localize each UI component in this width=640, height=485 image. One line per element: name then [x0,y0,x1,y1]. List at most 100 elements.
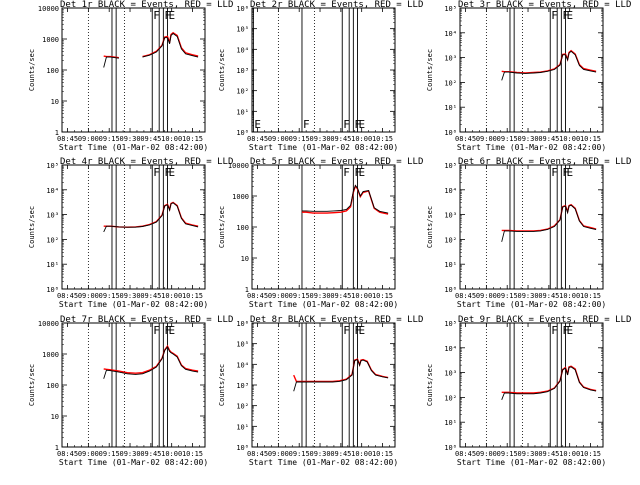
x-tick-label: 09:30 [309,135,330,143]
series-events-line [293,359,389,392]
flag-marker-label: E [169,324,176,337]
y-tick-label: 10² [444,394,457,402]
plot-frame [459,7,604,133]
panel-title: Det 5r BLACK = Events, RED = LLD [250,157,423,167]
y-tick-label: 10³ [46,212,59,220]
y-tick-label: 10⁴ [236,361,249,369]
x-tick-label: 09:00 [476,450,497,458]
flag-marker-label: E [254,118,261,131]
x-tick-label: 10:00 [351,135,372,143]
y-tick-label: 1 [55,129,59,137]
flag-marker-label: F [303,118,310,131]
y-tick-label: 10² [444,236,457,244]
panel-title: Det 1r BLACK = Events, RED = LLD [60,0,233,10]
x-tick-label: 09:15 [99,135,120,143]
y-tick-label: 10¹ [236,423,249,431]
flag-marker-label: E [567,166,574,179]
y-tick-label: 100 [46,382,59,390]
y-tick-label: 10¹ [444,261,457,269]
x-tick-label: 09:30 [517,292,538,300]
y-tick-label: 10⁴ [46,187,59,195]
x-tick-label: 10:15 [372,450,393,458]
y-tick-label: 10⁰ [46,286,59,294]
x-tick-label: 10:00 [351,292,372,300]
panel-title: Det 3r BLACK = Events, RED = LLD [458,0,631,10]
series-lld-line [501,49,597,74]
x-axis-label: Start Time (01-Mar-02 08:42:00) [59,458,208,467]
y-tick-label: 10² [46,236,59,244]
x-tick-label: 08:45 [247,135,268,143]
flag-marker-label: E [359,118,366,131]
x-tick-label: 10:15 [182,450,203,458]
flag-marker-label: E [169,166,176,179]
x-tick-label: 10:15 [580,292,601,300]
y-axis-label: Counts/sec [28,206,36,248]
y-tick-label: 10³ [444,370,457,378]
flag-marker-label: F [343,166,350,179]
x-tick-label: 09:45 [140,450,161,458]
panel-title: Det 6r BLACK = Events, RED = LLD [458,157,631,167]
x-tick-label: 08:45 [57,450,78,458]
y-tick-label: 10⁰ [236,444,249,452]
x-tick-label: 09:30 [119,292,140,300]
x-tick-label: 10:00 [161,450,182,458]
flag-marker-label: F [153,324,160,337]
x-tick-label: 09:45 [538,135,559,143]
y-tick-label: 100 [46,67,59,75]
y-axis-label: Counts/sec [218,49,226,91]
y-tick-label: 10 [51,413,59,421]
x-tick-label: 09:30 [119,450,140,458]
y-tick-label: 1 [55,444,59,452]
plot-frame [251,164,396,290]
series-events-line [501,204,597,242]
x-tick-label: 10:15 [372,292,393,300]
x-tick-label: 09:30 [309,292,330,300]
flag-marker-label: F [551,9,558,22]
series-lld-line [103,201,199,228]
x-tick-label: 09:45 [140,292,161,300]
y-tick-label: 1000 [42,36,59,44]
x-tick-label: 09:00 [476,292,497,300]
plot-frame [459,322,604,448]
panel-title: Det 8r BLACK = Events, RED = LLD [250,315,423,325]
y-tick-label: 10⁰ [444,129,457,137]
x-axis-label: Start Time (01-Mar-02 08:42:00) [249,143,398,152]
x-tick-label: 09:15 [289,450,310,458]
x-axis-label: Start Time (01-Mar-02 08:42:00) [457,458,606,467]
y-tick-label: 10⁰ [236,129,249,137]
plot-frame [61,164,206,290]
panel-title: Det 2r BLACK = Events, RED = LLD [250,0,423,10]
plot-frame [251,322,396,448]
x-tick-label: 09:15 [99,292,120,300]
x-tick-label: 09:15 [289,292,310,300]
y-tick-label: 10⁵ [444,162,457,170]
x-tick-label: 09:00 [268,450,289,458]
series-lld-line [501,365,597,394]
series-lld-line [103,344,199,374]
y-tick-label: 10⁵ [444,5,457,13]
series-events-line [501,50,597,81]
y-tick-label: 10³ [444,55,457,63]
y-tick-label: 10⁴ [444,30,457,38]
flag-marker-label: F [343,324,350,337]
flag-marker-label: E [359,166,366,179]
series-lld-line [103,31,199,59]
y-tick-label: 10⁵ [46,162,59,170]
y-tick-label: 10¹ [444,419,457,427]
y-tick-label: 10³ [236,67,249,75]
x-tick-label: 09:30 [119,135,140,143]
panel-title: Det 9r BLACK = Events, RED = LLD [458,315,631,325]
x-tick-label: 09:30 [517,135,538,143]
flag-marker-label: F [153,9,160,22]
x-tick-label: 10:15 [372,135,393,143]
x-tick-label: 10:00 [351,450,372,458]
panel-title: Det 4r BLACK = Events, RED = LLD [60,157,233,167]
plot-frame [459,164,604,290]
series-events-line [302,184,389,214]
flag-marker-label: F [343,118,350,131]
y-tick-label: 10¹ [236,108,249,116]
